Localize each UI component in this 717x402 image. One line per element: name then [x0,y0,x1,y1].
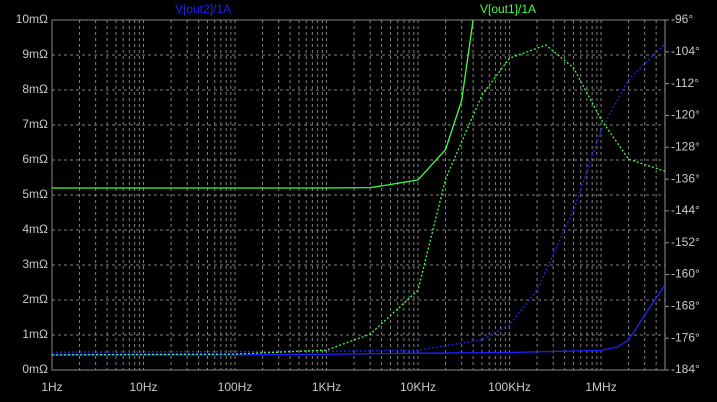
y-tick-label: 4mΩ [22,222,48,236]
magnitude-line [52,20,474,189]
y2-tick-label: -136° [671,171,700,185]
y-tick-label: 5mΩ [22,187,48,201]
y2-tick-label: -128° [671,139,700,153]
legend-entry: V[out1]/1A [480,2,536,16]
y-tick-label: 0mΩ [22,362,48,376]
y-tick-label: 10mΩ [16,12,48,26]
y2-tick-label: -104° [671,44,700,58]
y2-tick-label: -160° [671,267,700,281]
y-tick-label: 8mΩ [22,82,48,96]
y-tick-label: 9mΩ [22,47,48,61]
y-tick-label: 6mΩ [22,152,48,166]
y2-tick-label: -120° [671,108,700,122]
legend-entry: V[out2]/1A [175,2,231,16]
plot-area [52,20,665,356]
y-tick-label: 1mΩ [22,327,48,341]
x-tick-label: 10Hz [129,380,157,394]
magnitude-line [52,284,665,356]
y2-tick-label: -96° [671,12,693,26]
x-tick-label: 100KHz [488,380,531,394]
x-tick-label: 1MHz [585,380,616,394]
y2-tick-label: -184° [671,362,700,376]
y2-tick-label: -176° [671,330,700,344]
x-tick-label: 1Hz [41,380,62,394]
y2-tick-label: -144° [671,203,700,217]
x-tick-label: 10KHz [400,380,436,394]
y2-tick-label: -152° [671,235,700,249]
y-tick-label: 7mΩ [22,117,48,131]
y-tick-label: 3mΩ [22,257,48,271]
y2-tick-label: -112° [671,76,699,90]
phase-line [52,43,665,353]
y2-tick-label: -168° [671,299,700,313]
x-tick-label: 100Hz [218,380,253,394]
y-tick-label: 2mΩ [22,292,48,306]
x-tick-label: 1KHz [312,380,341,394]
